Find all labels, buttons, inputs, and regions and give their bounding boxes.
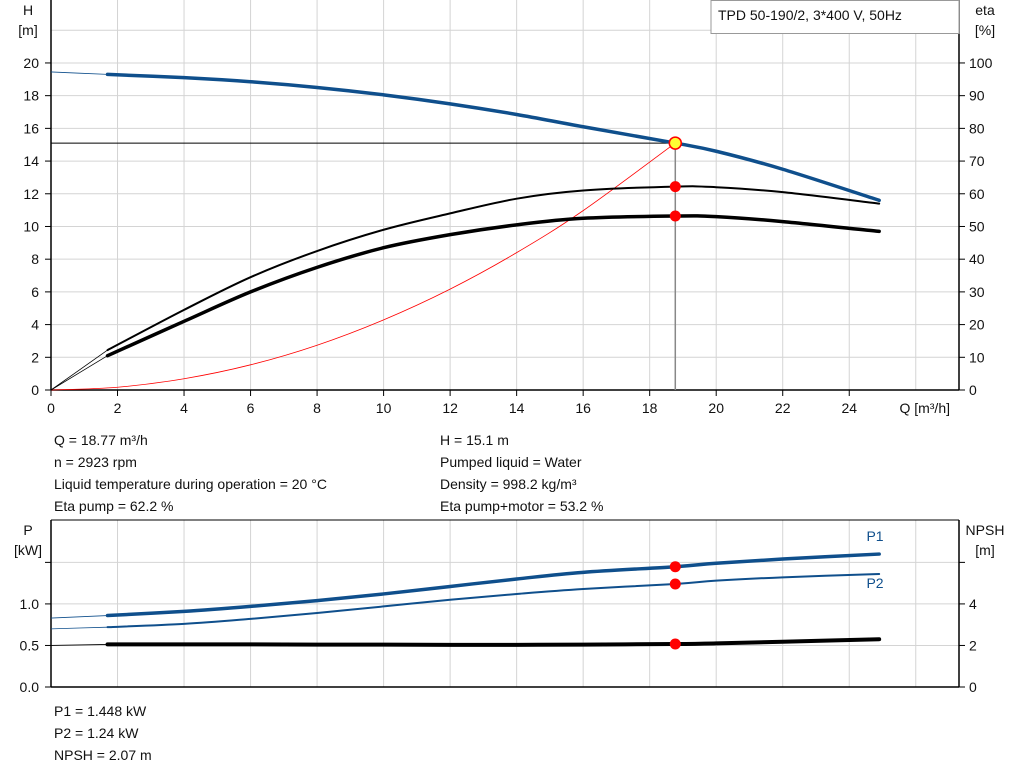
operating-point-p2 (669, 578, 681, 590)
curve-extension-eta_pump (50, 349, 108, 391)
info-npsh: NPSH = 2.07 m (54, 747, 152, 763)
info-h: H = 15.1 m (440, 432, 509, 448)
x-tick-label: 16 (575, 400, 591, 416)
series-label-p1: P1 (866, 528, 883, 544)
y-tick-label: 6 (31, 284, 39, 300)
x-tick-label: 14 (509, 400, 525, 416)
info-density: Density = 998.2 kg/m³ (440, 476, 577, 492)
y-tick-label: 14 (23, 153, 39, 169)
curve-extension-eta_pump_motor (50, 355, 108, 391)
y2-tick-label: 100 (969, 55, 993, 71)
series-label-p2: P2 (866, 575, 883, 591)
y2-axis-label: NPSH (966, 522, 1005, 538)
curve-extension-P2 (50, 626, 108, 630)
x-tick-label: 8 (313, 400, 321, 416)
y2-axis-label: eta (975, 2, 995, 18)
info-top: Q = 18.77 m³/h n = 2923 rpm Liquid tempe… (54, 432, 603, 514)
info-liquid: Pumped liquid = Water (440, 454, 582, 470)
y-tick-label: 8 (31, 251, 39, 267)
curve-eta_pump_motor (105, 214, 881, 358)
operating-point-eta-pump (669, 181, 681, 193)
y-axis-label: H (23, 2, 33, 18)
y-tick-label: 20 (23, 55, 39, 71)
x-tick-label: 6 (247, 400, 255, 416)
x-tick-label: 0 (47, 400, 55, 416)
operating-point-head (668, 136, 683, 150)
y-tick-label: 0.0 (20, 679, 40, 695)
y-tick-label: 0.5 (20, 637, 40, 653)
legend-box: TPD 50-190/2, 3*400 V, 50Hz (710, 0, 960, 34)
info-eta-pump: Eta pump = 62.2 % (54, 498, 173, 514)
power-npsh-chart: 0.0 0.5 1.0 0 2 4 P [kW] NPSH [m] P1 P2 (14, 519, 1005, 695)
info-n: n = 2923 rpm (54, 454, 137, 470)
operating-point-p1 (669, 561, 681, 573)
y2-tick-label: 30 (969, 284, 985, 300)
y-tick-label: 16 (23, 120, 39, 136)
y2-tick-label: 4 (969, 596, 977, 612)
info-q: Q = 18.77 m³/h (54, 432, 148, 448)
y-tick-label: 12 (23, 186, 39, 202)
system-curve (50, 142, 676, 391)
y-axis-label: P (23, 522, 32, 538)
curve-P1 (105, 552, 881, 618)
x-tick-label: 20 (708, 400, 724, 416)
y2-tick-label: 60 (969, 186, 985, 202)
y2-tick-label: 20 (969, 317, 985, 333)
y2-tick-label: 0 (969, 382, 977, 398)
curve-extension-NPSH (50, 644, 108, 646)
curve-H (105, 72, 881, 203)
info-bottom: P1 = 1.448 kW P2 = 1.24 kW NPSH = 2.07 m (54, 703, 152, 763)
y2-tick-label: 80 (969, 120, 985, 136)
performance-chart: 024681012141618200102030405060708090100H… (18, 0, 995, 416)
y-tick-label: 4 (31, 317, 39, 333)
y-tick-label: 1.0 (20, 596, 40, 612)
x-tick-label: 10 (376, 400, 392, 416)
y-tick-label: 2 (31, 349, 39, 365)
curve-extension-P1 (50, 615, 108, 619)
y2-tick-label: 50 (969, 218, 985, 234)
y2-tick-label: 70 (969, 153, 985, 169)
x-tick-label: 18 (642, 400, 658, 416)
curve-P2 (106, 573, 881, 629)
x-tick-label: 24 (841, 400, 857, 416)
x-tick-label: 4 (180, 400, 188, 416)
y2-tick-label: 40 (969, 251, 985, 267)
curve-NPSH (105, 637, 882, 647)
y2-tick-label: 0 (969, 679, 977, 695)
x-axis-label: Q [m³/h] (899, 400, 950, 416)
y2-tick-label: 2 (969, 637, 977, 653)
info-eta-total: Eta pump+motor = 53.2 % (440, 498, 603, 514)
y-axis-unit: [m] (18, 22, 37, 38)
y-tick-label: 18 (23, 88, 39, 104)
y-tick-label: 10 (23, 218, 39, 234)
y2-tick-label: 90 (969, 88, 985, 104)
operating-point-eta-pump-motor (669, 210, 681, 222)
info-temp: Liquid temperature during operation = 20… (54, 476, 327, 492)
info-p1: P1 = 1.448 kW (54, 703, 147, 719)
y2-axis-unit: [m] (975, 542, 994, 558)
info-p2: P2 = 1.24 kW (54, 725, 139, 741)
legend-title: TPD 50-190/2, 3*400 V, 50Hz (718, 7, 902, 23)
x-tick-label: 22 (775, 400, 791, 416)
y2-tick-label: 10 (969, 349, 985, 365)
y-axis-unit: [kW] (14, 542, 42, 558)
x-tick-label: 12 (442, 400, 458, 416)
curve-eta_pump (106, 185, 881, 352)
y-tick-label: 0 (31, 382, 39, 398)
operating-point-npsh (669, 638, 681, 650)
x-tick-label: 2 (114, 400, 122, 416)
curve-extension-H (50, 71, 108, 75)
y2-axis-unit: [%] (975, 22, 995, 38)
